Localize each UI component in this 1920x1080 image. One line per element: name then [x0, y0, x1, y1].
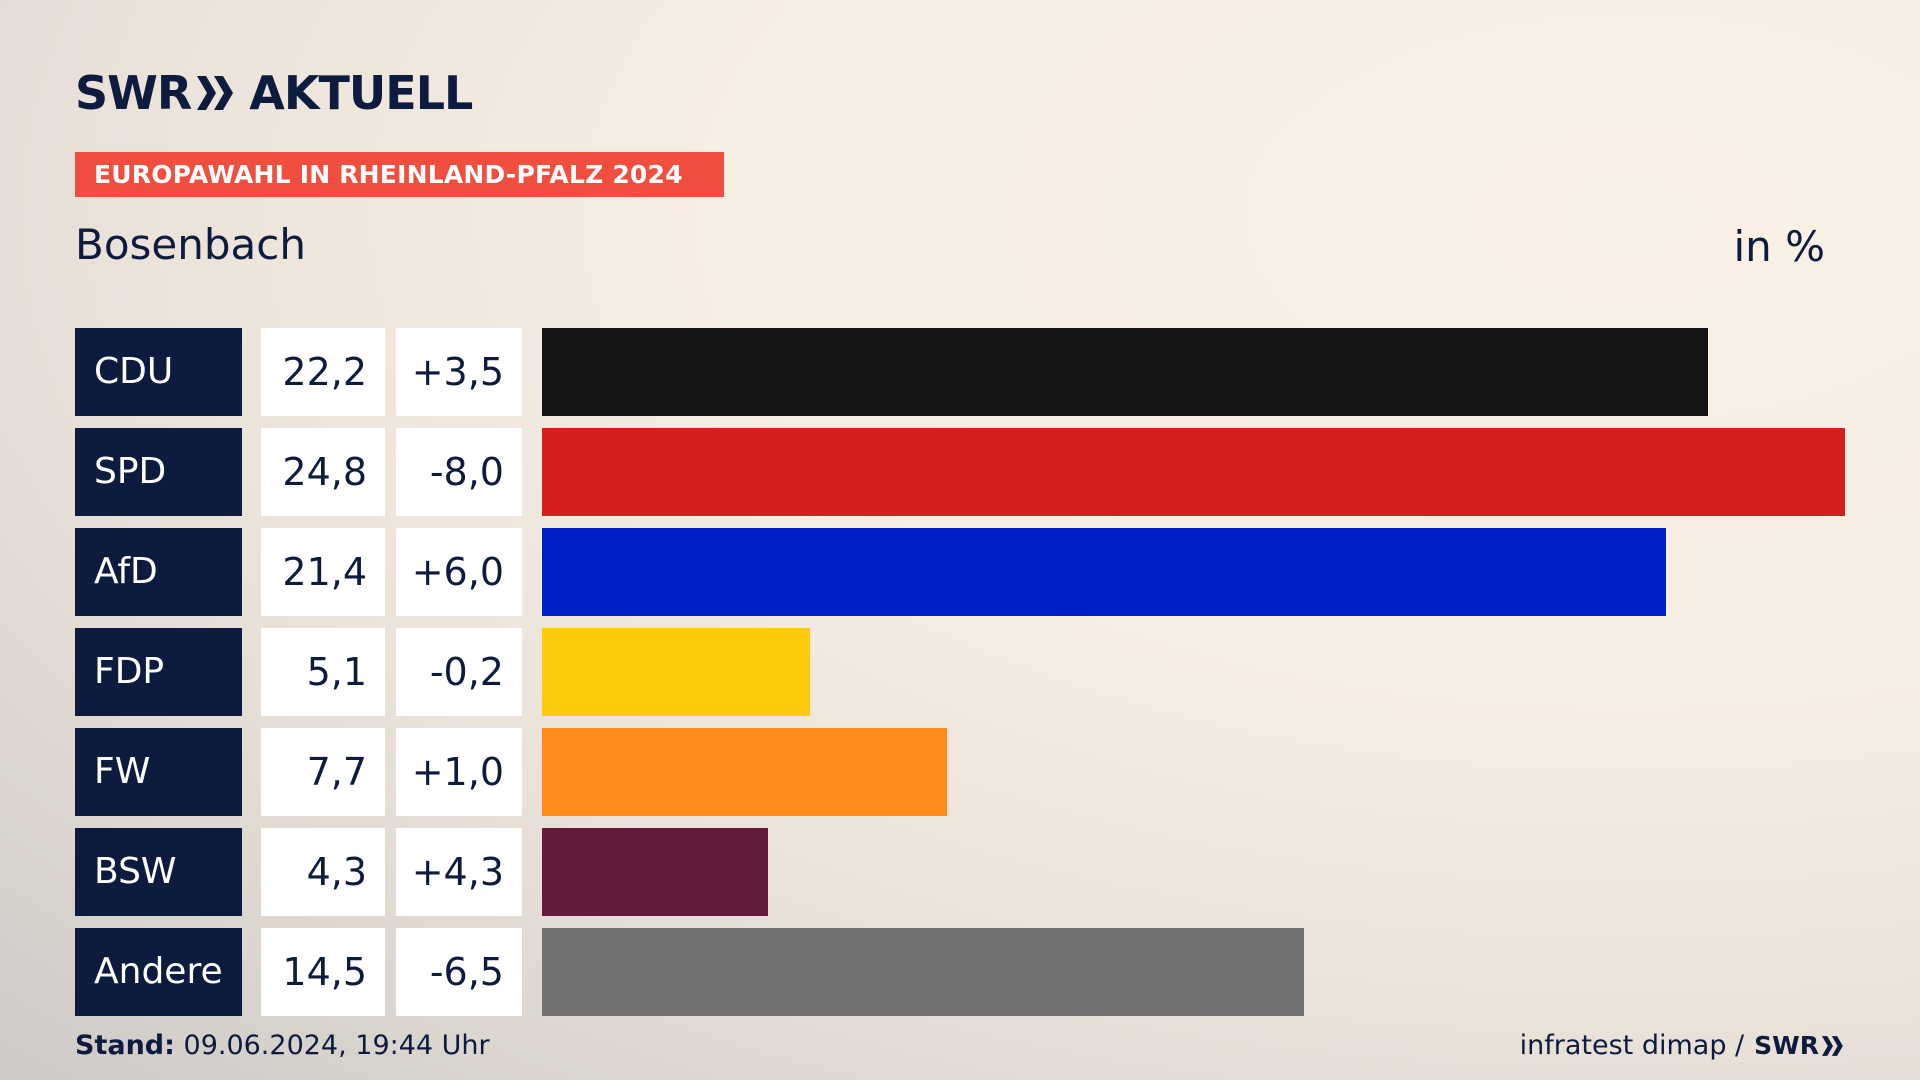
mini-chevron-icon — [1822, 1035, 1843, 1056]
logo-suffix: AKTUELL — [249, 66, 473, 120]
logo-text: SWR — [75, 66, 192, 120]
change-label: +4,3 — [396, 828, 522, 916]
chart-row-bsw: BSW 4,3 +4,3 — [75, 828, 1845, 916]
stand-label: Stand: — [75, 1030, 175, 1061]
chart-row-afd: AfD 21,4 +6,0 — [75, 528, 1845, 616]
category-label: BSW — [75, 828, 242, 916]
unit-label: in % — [1733, 222, 1825, 271]
value-label: 14,5 — [261, 928, 385, 1016]
change-label: -6,5 — [396, 928, 522, 1016]
timestamp: Stand: 09.06.2024, 19:44 Uhr — [75, 1030, 490, 1061]
source-text: infratest dimap / — [1519, 1030, 1745, 1061]
category-label: Andere — [75, 928, 242, 1016]
election-banner: EUROPAWAHL IN RHEINLAND-PFALZ 2024 — [75, 152, 724, 197]
value-label: 21,4 — [261, 528, 385, 616]
bar-fw — [542, 728, 947, 816]
bar-spd — [542, 428, 1845, 516]
chart-row-fdp: FDP 5,1 -0,2 — [75, 628, 1845, 716]
source-credit: infratest dimap / SWR — [1520, 1030, 1844, 1061]
swr-mini-logo: SWR — [1754, 1031, 1844, 1060]
category-label: AfD — [75, 528, 242, 616]
stand-value: 09.06.2024, 19:44 Uhr — [183, 1030, 490, 1061]
mini-logo-text: SWR — [1754, 1031, 1819, 1060]
change-label: -8,0 — [396, 428, 522, 516]
chart-row-spd: SPD 24,8 -8,0 — [75, 428, 1845, 516]
category-label: FW — [75, 728, 242, 816]
chart-row-fw: FW 7,7 +1,0 — [75, 728, 1845, 816]
bar-cdu — [542, 328, 1708, 416]
chart-row-andere: Andere 14,5 -6,5 — [75, 928, 1845, 1016]
chart-row-cdu: CDU 22,2 +3,5 — [75, 328, 1845, 416]
value-label: 5,1 — [261, 628, 385, 716]
category-label: CDU — [75, 328, 242, 416]
bar-andere — [542, 928, 1304, 1016]
bar-afd — [542, 528, 1666, 616]
value-label: 4,3 — [261, 828, 385, 916]
change-label: +3,5 — [396, 328, 522, 416]
value-label: 22,2 — [261, 328, 385, 416]
double-chevron-icon — [197, 76, 235, 110]
bar-fdp — [542, 628, 810, 716]
change-label: +6,0 — [396, 528, 522, 616]
swr-aktuell-logo: SWR AKTUELL — [75, 66, 473, 120]
category-label: FDP — [75, 628, 242, 716]
chart-title: Bosenbach — [75, 220, 306, 269]
change-label: +1,0 — [396, 728, 522, 816]
change-label: -0,2 — [396, 628, 522, 716]
value-label: 24,8 — [261, 428, 385, 516]
bar-bsw — [542, 828, 768, 916]
value-label: 7,7 — [261, 728, 385, 816]
category-label: SPD — [75, 428, 242, 516]
